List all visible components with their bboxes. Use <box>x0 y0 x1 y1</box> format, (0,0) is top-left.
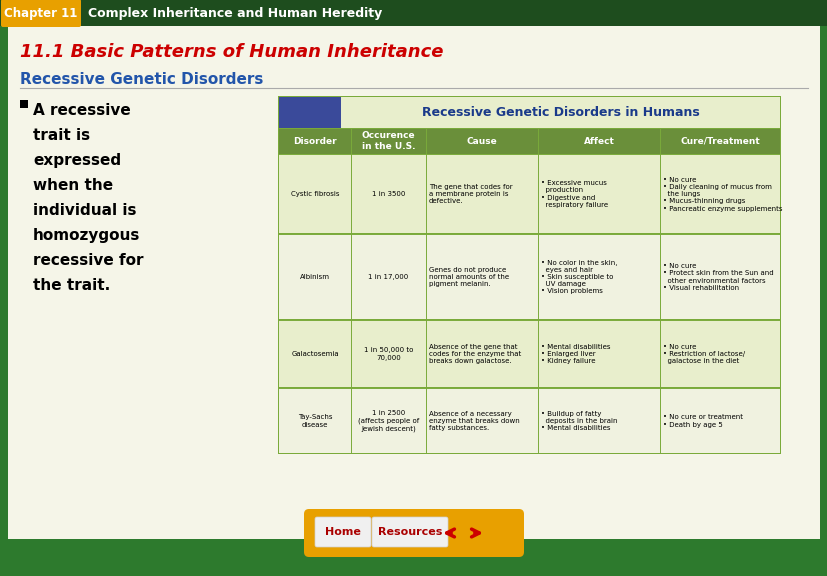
FancyBboxPatch shape <box>279 97 341 128</box>
Text: • Buildup of fatty
  deposits in the brain
• Mental disabilities: • Buildup of fatty deposits in the brain… <box>540 411 617 431</box>
Text: Cystic fibrosis: Cystic fibrosis <box>290 191 339 197</box>
Text: Complex Inheritance and Human Heredity: Complex Inheritance and Human Heredity <box>88 6 382 20</box>
Text: • No cure or treatment
• Death by age 5: • No cure or treatment • Death by age 5 <box>662 414 742 427</box>
Text: A recessive: A recessive <box>33 103 131 118</box>
Text: 1 in 2500
(affects people of
Jewish descent): 1 in 2500 (affects people of Jewish desc… <box>357 410 418 432</box>
Text: • Excessive mucus
  production
• Digestive and
  respiratory failure: • Excessive mucus production • Digestive… <box>540 180 607 208</box>
FancyBboxPatch shape <box>304 509 523 557</box>
Text: 1 in 3500: 1 in 3500 <box>371 191 404 197</box>
FancyBboxPatch shape <box>314 517 370 547</box>
Text: Cause: Cause <box>466 137 497 146</box>
FancyBboxPatch shape <box>279 388 779 453</box>
Text: individual is: individual is <box>33 203 136 218</box>
Text: 1 in 50,000 to
70,000: 1 in 50,000 to 70,000 <box>363 347 413 361</box>
Text: trait is: trait is <box>33 128 90 143</box>
Text: • Mental disabilities
• Enlarged liver
• Kidney failure: • Mental disabilities • Enlarged liver •… <box>540 344 609 364</box>
Bar <box>20 100 28 108</box>
Text: • No cure
• Daily cleaning of mucus from
  the lungs
• Mucus-thinning drugs
• Pa: • No cure • Daily cleaning of mucus from… <box>662 176 782 211</box>
Text: when the: when the <box>33 178 113 193</box>
Text: Recessive Genetic Disorders: Recessive Genetic Disorders <box>20 73 263 88</box>
Text: • No cure
• Protect skin from the Sun and
  other environmental factors
• Visual: • No cure • Protect skin from the Sun an… <box>662 263 772 291</box>
FancyBboxPatch shape <box>278 96 780 454</box>
FancyBboxPatch shape <box>0 0 827 26</box>
Text: Resources: Resources <box>377 527 442 537</box>
Text: Recessive Genetic Disorders in Humans: Recessive Genetic Disorders in Humans <box>421 105 699 119</box>
Text: the trait.: the trait. <box>33 278 110 293</box>
FancyBboxPatch shape <box>279 234 779 319</box>
Text: Chapter 11: Chapter 11 <box>4 6 78 20</box>
Text: Disorder: Disorder <box>293 137 337 146</box>
FancyBboxPatch shape <box>371 517 447 547</box>
FancyBboxPatch shape <box>279 128 779 154</box>
Text: homozygous: homozygous <box>33 228 141 243</box>
Text: recessive for: recessive for <box>33 253 143 268</box>
Text: • No color in the skin,
  eyes and hair
• Skin susceptible to
  UV damage
• Visi: • No color in the skin, eyes and hair • … <box>540 260 617 294</box>
Text: 11.1 Basic Patterns of Human Inheritance: 11.1 Basic Patterns of Human Inheritance <box>20 43 443 61</box>
FancyBboxPatch shape <box>1 0 81 27</box>
FancyBboxPatch shape <box>279 154 779 233</box>
Text: Albinism: Albinism <box>299 274 330 280</box>
Text: Genes do not produce
normal amounts of the
pigment melanin.: Genes do not produce normal amounts of t… <box>428 267 509 287</box>
Text: Home: Home <box>325 527 361 537</box>
Text: Absence of the gene that
codes for the enzyme that
breaks down galactose.: Absence of the gene that codes for the e… <box>428 344 521 364</box>
FancyBboxPatch shape <box>279 97 779 128</box>
Text: • No cure
• Restriction of lactose/
  galactose in the diet: • No cure • Restriction of lactose/ gala… <box>662 344 744 364</box>
FancyBboxPatch shape <box>279 320 779 387</box>
Text: Occurence
in the U.S.: Occurence in the U.S. <box>361 131 415 151</box>
Text: Cure/Treatment: Cure/Treatment <box>679 137 759 146</box>
Text: expressed: expressed <box>33 153 121 168</box>
Text: 1 in 17,000: 1 in 17,000 <box>368 274 409 280</box>
FancyBboxPatch shape <box>8 26 819 539</box>
Text: Tay-Sachs
disease: Tay-Sachs disease <box>298 414 332 427</box>
Text: Absence of a necessary
enzyme that breaks down
fatty substances.: Absence of a necessary enzyme that break… <box>428 411 519 431</box>
Text: Affect: Affect <box>583 137 614 146</box>
Text: The gene that codes for
a membrane protein is
defective.: The gene that codes for a membrane prote… <box>428 184 512 204</box>
Text: Galactosemia: Galactosemia <box>291 351 338 357</box>
